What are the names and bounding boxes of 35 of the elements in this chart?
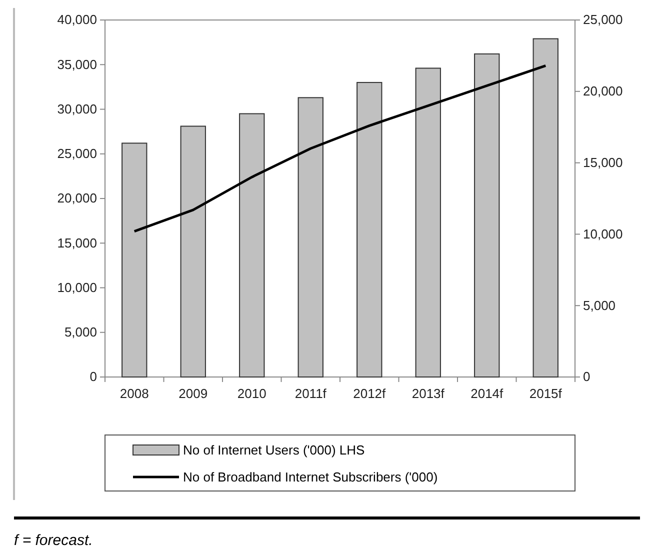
y-tick-label: 25,000 (57, 146, 97, 162)
bar (122, 142, 148, 378)
y-tick-label: 35,000 (57, 56, 97, 72)
y2-tick-label: 0 (583, 369, 590, 384)
bar (415, 68, 441, 378)
y2-tick-label: 15,000 (583, 154, 623, 170)
bar (298, 97, 324, 378)
legend-label: No of Broadband Internet Subscribers ('000) (183, 470, 438, 485)
y2-tick-label: 25,000 (583, 12, 623, 28)
y-tick-label: 30,000 (57, 101, 97, 116)
bar (180, 126, 206, 378)
text: f = forecast. (14, 532, 93, 549)
y2-tick-label: 5,000 (583, 298, 616, 313)
x-tick-label: 2008 (120, 386, 149, 402)
line-series (133, 64, 547, 233)
y-tick-label: 20,000 (57, 190, 97, 206)
x-tick-label: 2009 (178, 386, 208, 402)
x-tick-label: 2014f (470, 386, 504, 402)
bar (532, 38, 558, 378)
y-tick-label: 10,000 (57, 280, 97, 295)
y-tick-label: 5,000 (64, 324, 97, 340)
x-tick-label: 2010 (237, 386, 266, 402)
y-tick-label: 0 (90, 369, 97, 384)
x-tick-label: 2013f (412, 386, 445, 402)
x-tick-label: 2011f (294, 386, 327, 402)
y-tick-label: 40,000 (57, 12, 97, 28)
y2-tick-label: 10,000 (583, 226, 623, 242)
bar (239, 113, 265, 378)
y2-tick-label: 20,000 (583, 84, 623, 99)
x-tick-label: 2012f (353, 386, 386, 402)
bar (356, 82, 382, 378)
x-tick-label: 2015f (529, 386, 562, 402)
legend-label: No of Internet Users ('000) LHS (183, 442, 365, 458)
y-tick-label: 15,000 (57, 235, 97, 250)
bar (474, 53, 500, 378)
